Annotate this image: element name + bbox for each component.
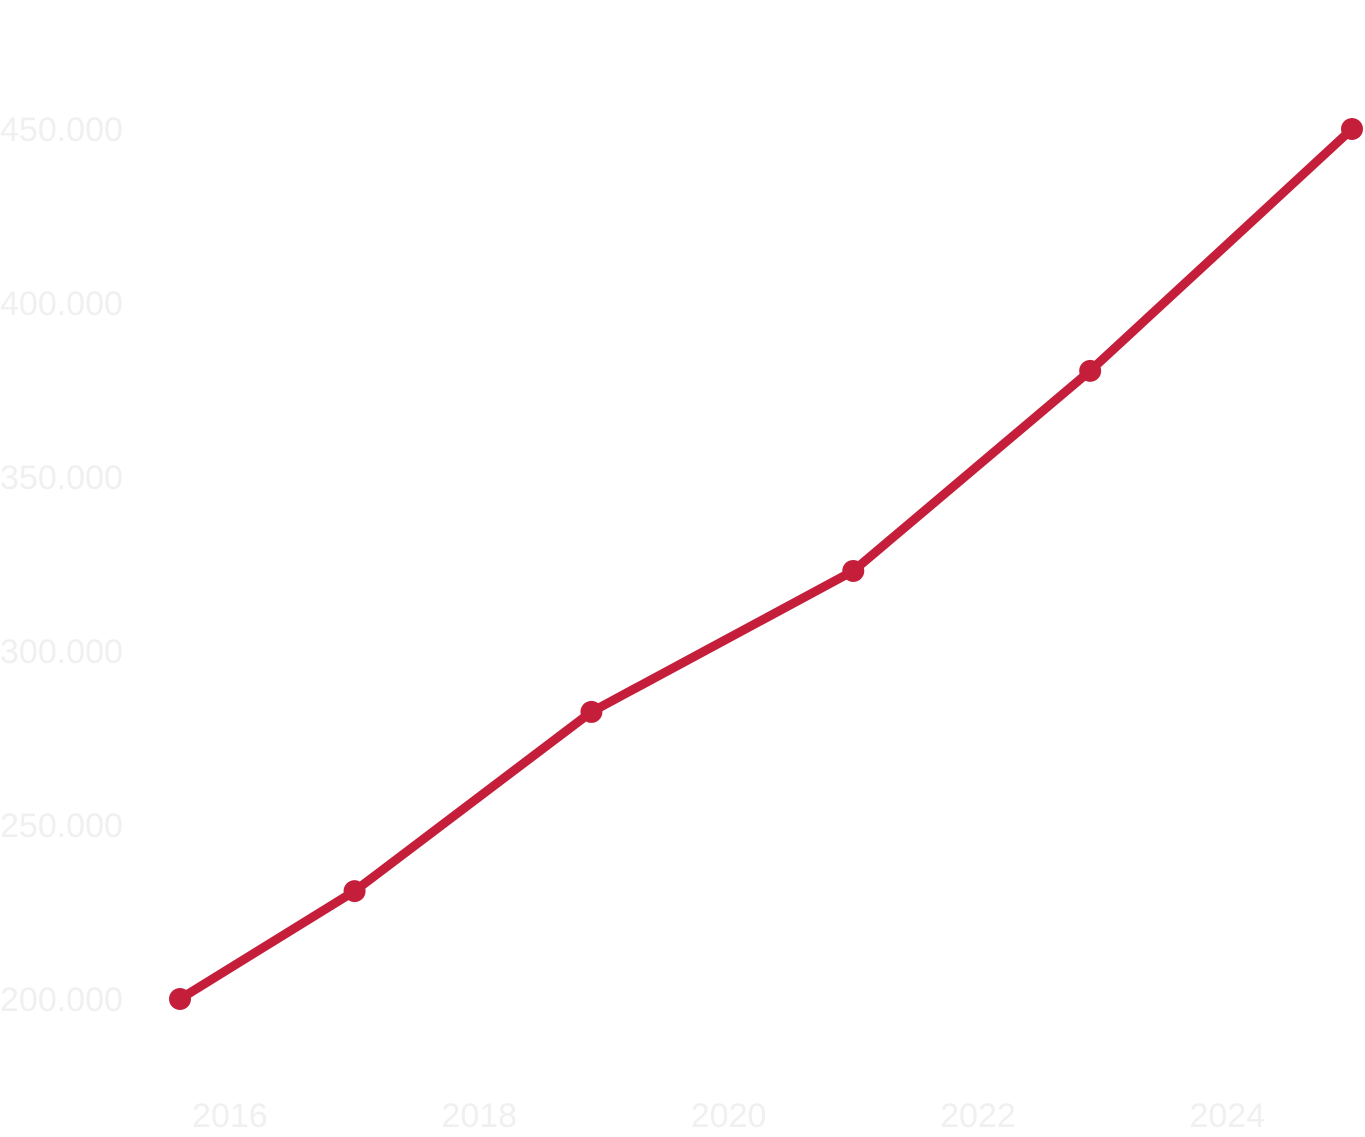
data-point (842, 559, 865, 582)
data-point (1341, 118, 1363, 140)
data-point (343, 880, 366, 903)
y-tick-label: 250.000 (0, 807, 123, 845)
y-tick-label: 200.000 (0, 981, 123, 1019)
y-tick-label: 350.000 (0, 459, 123, 497)
x-tick-label: 2022 (940, 1097, 1016, 1135)
x-tick-label: 2016 (192, 1097, 268, 1135)
x-tick-label: 2024 (1189, 1097, 1265, 1135)
data-point (1079, 359, 1102, 382)
y-axis-ticks: 200.000 250.000 300.000 350.000 400.000 450.0… (0, 111, 123, 1019)
y-tick-label: 400.000 (0, 285, 123, 323)
data-point (169, 988, 191, 1010)
y-tick-label: 450.000 (0, 111, 123, 149)
y-tick-label: 300.000 (0, 633, 123, 671)
x-axis-ticks: 2016 2018 2020 2022 2024 (192, 1097, 1265, 1135)
series-line (175, 124, 1357, 1004)
x-tick-label: 2020 (691, 1097, 767, 1135)
series-group (169, 118, 1363, 1010)
data-point (580, 700, 603, 723)
x-tick-label: 2018 (441, 1097, 517, 1135)
